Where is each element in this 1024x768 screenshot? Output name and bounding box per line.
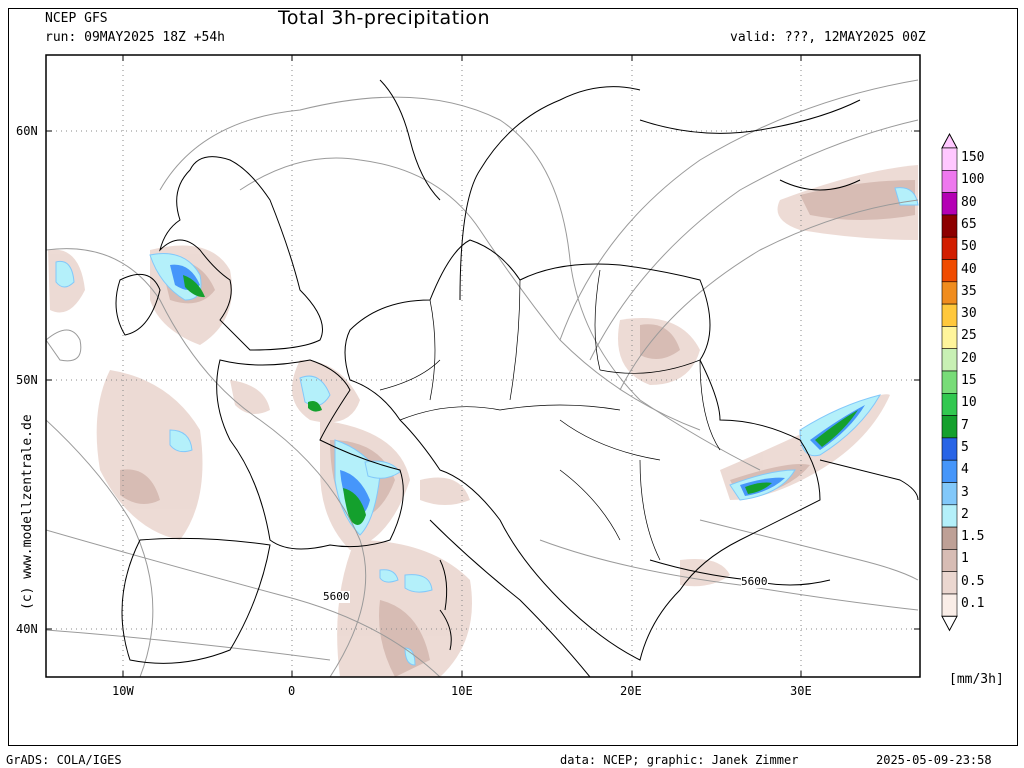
colorbar-swatch — [941, 236, 958, 260]
axis-ticks — [46, 55, 920, 677]
colorbar-label: 150 — [961, 150, 985, 165]
footer-credits: data: NCEP; graphic: Janek Zimmer — [560, 753, 799, 767]
map-title: Total 3h-precipitation — [278, 7, 491, 29]
colorbar-swatch — [941, 192, 958, 216]
colorbar-swatch — [941, 504, 958, 528]
colorbar-swatch — [941, 549, 958, 573]
colorbar-label: 4 — [961, 462, 969, 478]
colorbar-swatch — [941, 482, 958, 506]
colorbar-label: 20 — [961, 350, 977, 366]
colorbar-swatch — [941, 415, 958, 439]
contour-label-east: 5600 — [741, 575, 768, 588]
colorbar-label: 25 — [961, 328, 977, 344]
figure-frame — [8, 8, 1018, 746]
graticule — [46, 55, 920, 677]
colorbar-label: 0.1 — [961, 596, 985, 611]
contour-label-west: 5600 — [323, 590, 350, 603]
lon-label-10e: 10E — [451, 684, 473, 698]
lon-label-20e: 20E — [620, 684, 642, 698]
lon-label-30e: 30E — [790, 684, 812, 698]
lat-label-50n: 50N — [16, 373, 38, 387]
colorbar-swatch — [941, 392, 958, 416]
colorbar-label: 80 — [961, 194, 977, 210]
colorbar-swatch — [941, 170, 958, 193]
colorbar-label: 1.5 — [961, 529, 985, 545]
colorbar-label: 35 — [961, 283, 977, 299]
colorbar-label: 2 — [961, 506, 969, 522]
lon-label-0: 0 — [288, 684, 296, 698]
colorbar-label: 3 — [961, 484, 969, 500]
colorbar-top-arrow — [941, 132, 958, 149]
colorbar-swatch — [941, 593, 958, 617]
lat-label-60n: 60N — [16, 124, 38, 138]
colorbar-swatch — [941, 147, 958, 171]
colorbar-label: 10 — [961, 395, 977, 411]
footer-timestamp: 2025-05-09-23:58 — [876, 753, 992, 767]
colorbar-swatch — [941, 281, 958, 305]
lat-label-40n: 40N — [16, 622, 38, 636]
colorbar-label: 1 — [961, 551, 969, 567]
footer-software: GrADS: COLA/IGES — [6, 753, 122, 767]
valid-time: valid: ???, 12MAY2025 00Z — [730, 30, 926, 45]
precip-green-areas — [183, 275, 858, 525]
colorbar-label: 15 — [961, 373, 977, 388]
colorbar-label: 40 — [961, 261, 977, 277]
colorbar-swatch — [941, 214, 958, 238]
colorbar-swatch — [941, 348, 958, 372]
colorbar — [941, 132, 958, 632]
model-name: NCEP GFS — [45, 11, 108, 26]
colorbar-label: 5 — [961, 439, 969, 455]
lon-label-10w: 10W — [112, 684, 134, 698]
map-border — [45, 54, 921, 678]
colorbar-swatch — [941, 459, 958, 483]
map-background — [46, 55, 920, 677]
colorbar-label: 30 — [961, 306, 977, 322]
colorbar-label: 100 — [961, 172, 985, 188]
colorbar-swatch — [941, 437, 958, 461]
coastlines — [115, 79, 919, 677]
colorbar-swatch — [941, 326, 958, 349]
country-borders — [379, 269, 721, 561]
colorbar-unit: [mm/3h] — [949, 672, 1004, 687]
colorbar-swatch — [941, 571, 958, 595]
colorbar-label: 0.5 — [961, 573, 985, 589]
colorbar-swatch — [941, 303, 958, 327]
colorbar-label: 7 — [961, 417, 969, 433]
colorbar-label: 50 — [961, 239, 977, 255]
colorbar-label: 65 — [961, 216, 977, 232]
colorbar-bottom-arrow — [941, 615, 958, 632]
colorbar-swatch — [941, 370, 958, 394]
colorbar-swatch — [941, 526, 958, 550]
run-info: run: 09MAY2025 18Z +54h — [45, 30, 226, 45]
colorbar-swatch — [941, 259, 958, 283]
geopotential-contours — [46, 79, 919, 677]
